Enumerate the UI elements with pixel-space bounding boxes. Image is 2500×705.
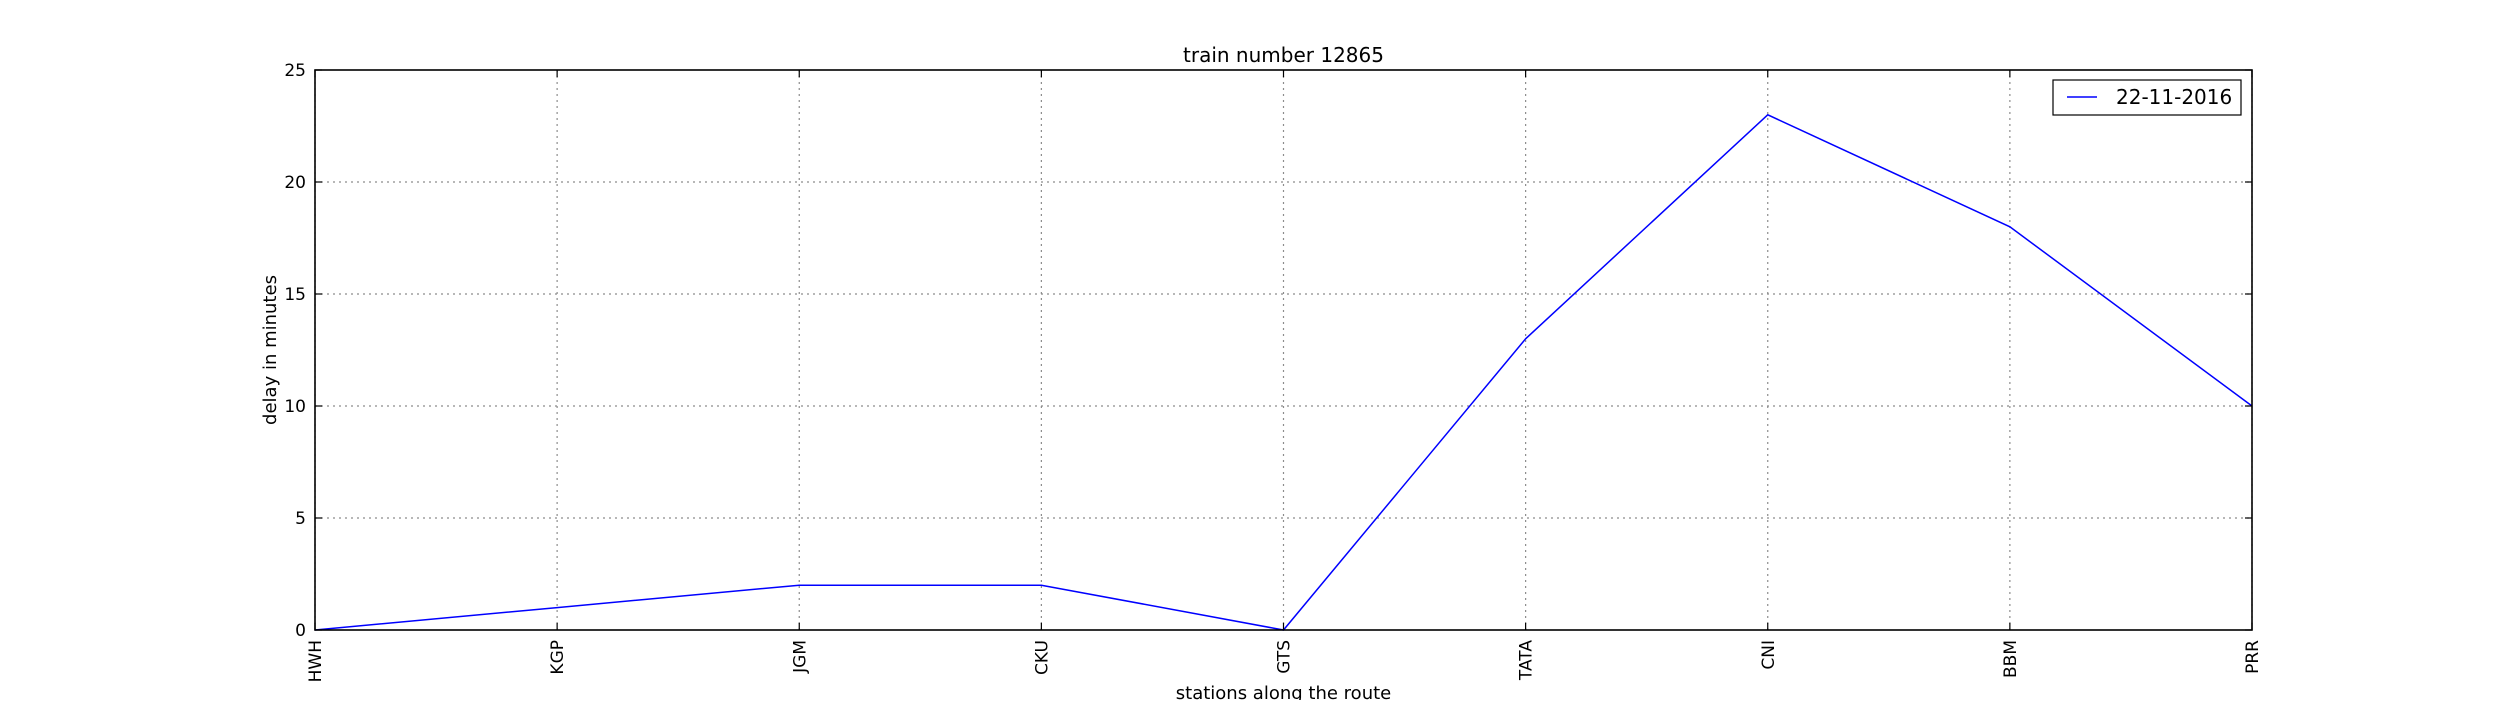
legend-label: 22-11-2016 — [2116, 85, 2232, 109]
x-tick-label: GTS — [1275, 640, 1295, 674]
y-tick-label: 20 — [284, 173, 306, 193]
x-tick-label: BBM — [2001, 640, 2021, 678]
y-axis-label: delay in minutes — [260, 275, 281, 425]
tick-labels: HWH KGP JGM CKU GTS TATA CNI BBM PRR 0 5 10 15 20 25 — [284, 61, 2263, 682]
y-tick-label: 10 — [284, 397, 306, 417]
x-tick-label: JGM — [790, 640, 810, 674]
x-tick-label: HWH — [306, 640, 326, 682]
x-tick-label: CNI — [1759, 640, 1779, 670]
series-line — [315, 115, 2252, 630]
y-tick-label: 15 — [284, 285, 306, 305]
chart-title: train number 12865 — [1183, 43, 1384, 67]
x-tick-label: TATA — [1517, 640, 1537, 681]
legend: 22-11-2016 — [2053, 80, 2241, 115]
y-tick-label: 25 — [284, 61, 306, 81]
x-tick-label: PRR — [2243, 640, 2263, 674]
series-layer — [315, 115, 2252, 630]
y-tick-label: 0 — [295, 621, 306, 641]
grid-lines — [315, 70, 2252, 630]
y-tick-label: 5 — [295, 509, 306, 529]
x-tick-label: CKU — [1032, 640, 1052, 675]
x-tick-label: KGP — [548, 640, 568, 675]
x-axis-label: stations along the route — [1176, 683, 1391, 700]
